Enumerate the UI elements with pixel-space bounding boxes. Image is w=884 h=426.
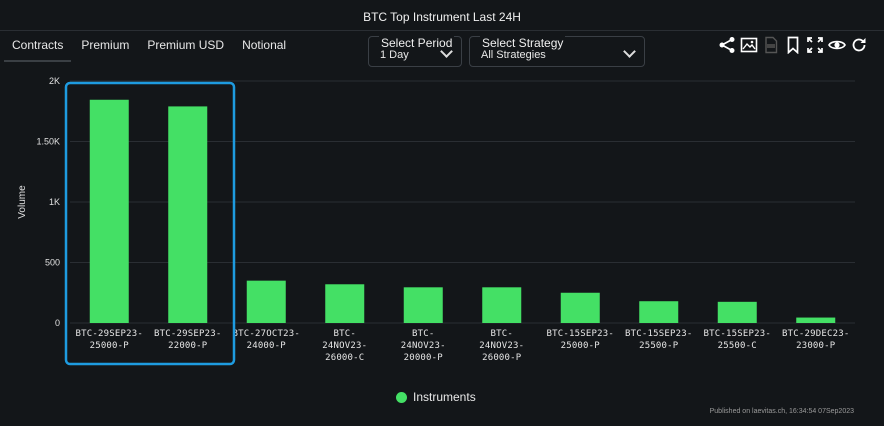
toolbar xyxy=(718,36,868,55)
share-icon[interactable] xyxy=(718,36,736,54)
tab-premium-usd[interactable]: Premium USD xyxy=(147,38,225,52)
strategy-select-label: Select Strategy xyxy=(480,36,566,50)
y-tick-label: 1K xyxy=(49,197,60,207)
highlight-box xyxy=(64,81,236,366)
x-tick-label: BTC-15SEP23-25500-P xyxy=(625,329,692,351)
period-select-label: Select Period xyxy=(379,36,455,50)
x-tick-label: BTC-29SEP23-25000-P xyxy=(76,329,143,351)
strategy-select-value: All Strategies xyxy=(481,49,546,61)
y-tick-label: 2K xyxy=(49,76,60,86)
tab-contracts[interactable]: Contracts xyxy=(4,32,72,62)
bar xyxy=(246,280,286,323)
x-tick-label: BTC-15SEP23-25000-P xyxy=(547,329,614,351)
tab-notional[interactable]: Notional xyxy=(242,38,287,52)
y-tick-label: 500 xyxy=(45,258,60,268)
bar xyxy=(639,301,679,323)
bar xyxy=(325,284,365,323)
x-tick-label: BTC-24NOV23-20000-P xyxy=(401,329,446,363)
refresh-icon[interactable] xyxy=(850,36,868,54)
legend-item[interactable]: Instruments xyxy=(396,390,476,404)
legend-label: Instruments xyxy=(413,390,476,404)
x-tick-label: BTC-29DEC23-23000-P xyxy=(782,329,849,351)
bar xyxy=(482,287,522,323)
tab-premium[interactable]: Premium xyxy=(81,38,130,52)
strategy-select[interactable]: Select Strategy All Strategies xyxy=(469,36,645,67)
published-credit: Published on laevitas.ch, 16:34:54 07Sep… xyxy=(709,408,854,415)
header-divider xyxy=(0,30,884,31)
chart-title: BTC Top Instrument Last 24H xyxy=(363,10,521,24)
csv-download-icon[interactable] xyxy=(762,36,780,54)
bar xyxy=(560,292,600,323)
x-tick-label: BTC-24NOV23-26000-P xyxy=(479,329,524,363)
y-tick-label: 0 xyxy=(55,318,60,328)
bar xyxy=(89,99,129,323)
bar xyxy=(168,106,208,323)
bar xyxy=(796,317,836,323)
x-tick-label: BTC-24NOV23-26000-C xyxy=(322,329,367,363)
period-select[interactable]: Select Period 1 Day xyxy=(368,36,462,67)
bookmark-icon[interactable] xyxy=(784,36,802,55)
y-tick-label: 1.50K xyxy=(36,137,60,147)
bar xyxy=(403,287,443,323)
eye-icon[interactable] xyxy=(828,36,846,54)
image-download-icon[interactable] xyxy=(740,36,758,54)
fullscreen-icon[interactable] xyxy=(806,36,824,54)
x-tick-label: BTC-29SEP23-22000-P xyxy=(154,329,221,351)
period-select-value: 1 Day xyxy=(380,49,409,61)
y-axis-label: Volume xyxy=(17,185,28,219)
x-tick-label: BTC-15SEP23-25500-C xyxy=(704,329,771,351)
bar xyxy=(717,301,757,323)
x-tick-label: BTC-27OCT23-24000-P xyxy=(233,329,300,351)
metric-tabs: Contracts Premium Premium USD Notional xyxy=(4,32,296,62)
legend-swatch xyxy=(396,391,407,403)
